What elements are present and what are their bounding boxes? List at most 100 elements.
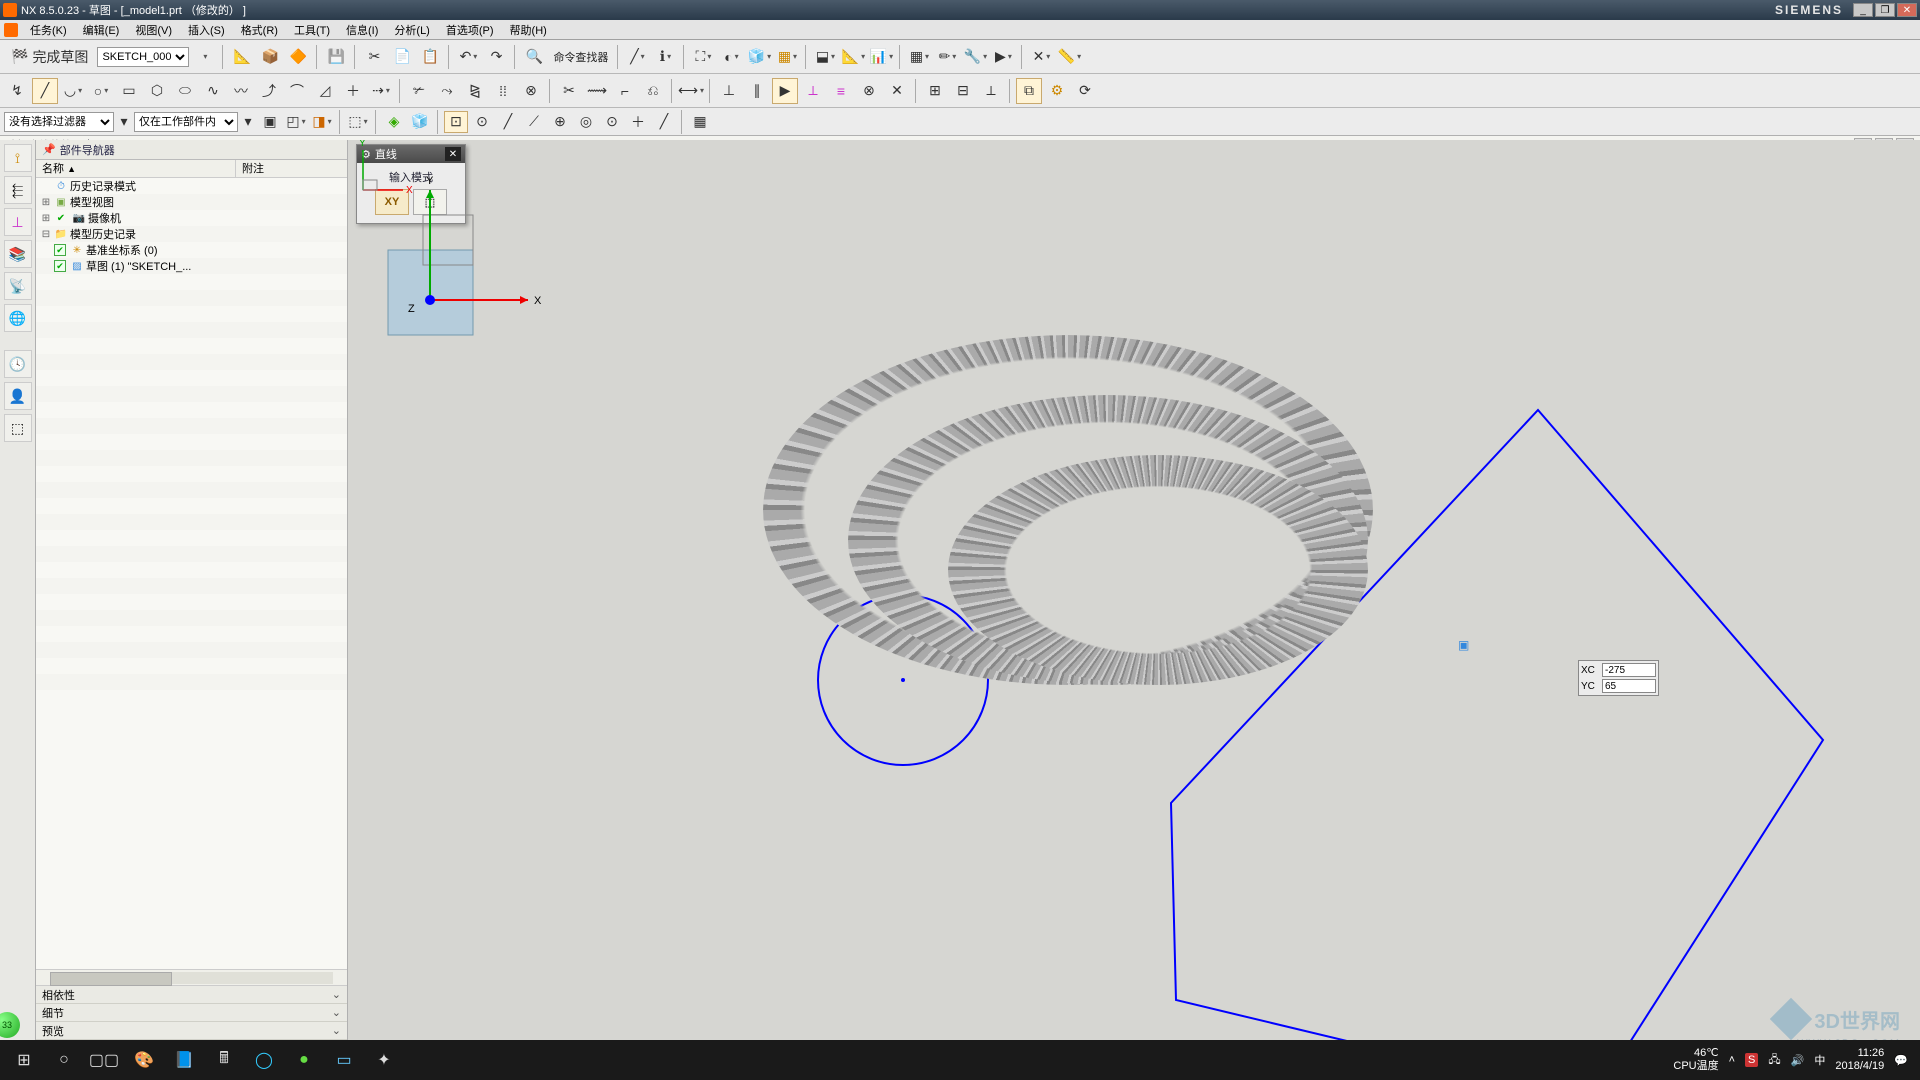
filter-drop-icon[interactable]: ▾ — [116, 111, 132, 133]
chamfer-icon[interactable]: ◿ — [312, 78, 338, 104]
arc-icon[interactable]: ◡▾ — [60, 78, 86, 104]
make-corner-icon[interactable]: ⌐ — [612, 78, 638, 104]
constraint-icon-1[interactable]: ⊥ — [716, 78, 742, 104]
tool-icon-a[interactable]: ✏▾ — [934, 44, 960, 70]
menu-item[interactable]: 编辑(E) — [75, 20, 128, 40]
start-button[interactable]: ⊞ — [4, 1040, 44, 1080]
nav-footer-depend[interactable]: 相依性⌄ — [36, 986, 347, 1004]
play-icon[interactable]: ▶▾ — [990, 44, 1016, 70]
undo-icon[interactable]: ↶▾ — [455, 44, 481, 70]
save-icon[interactable]: 💾 — [323, 44, 349, 70]
nav-footer-preview[interactable]: 预览⌄ — [36, 1022, 347, 1040]
selection-scope-select[interactable]: 仅在工作部件内 — [134, 112, 238, 132]
nav-footer-detail[interactable]: 细节⌄ — [36, 1004, 347, 1022]
menu-item[interactable]: 帮助(H) — [502, 20, 555, 40]
sketch-name-select[interactable]: SKETCH_000 — [97, 47, 189, 67]
selection-filter-select[interactable]: 没有选择过滤器 — [4, 112, 114, 132]
spline-icon[interactable]: ∿ — [200, 78, 226, 104]
snap-icon-9[interactable]: ╱ — [652, 111, 676, 133]
intersect-icon[interactable]: ⊗ — [518, 78, 544, 104]
task-nx-icon[interactable]: ✦ — [364, 1040, 404, 1080]
snap-icon-1[interactable]: ⊡ — [444, 111, 468, 133]
wcs-icon[interactable]: ⬓▾ — [812, 44, 838, 70]
scope-drop-icon[interactable]: ▾ — [240, 111, 256, 133]
constraint-icon-7[interactable]: ⟂ — [978, 78, 1004, 104]
paste-icon[interactable]: 📋 — [417, 44, 443, 70]
ruler-icon[interactable]: 📏▾ — [1056, 44, 1082, 70]
constraint-icon-2[interactable]: ∥ — [744, 78, 770, 104]
task-app-icon[interactable]: ▭ — [324, 1040, 364, 1080]
snap-icon-2[interactable]: ⊙ — [470, 111, 494, 133]
navigator-tree[interactable]: ⏱历史记录模式 ⊞▣模型视图 ⊞✔📷摄像机 ⊟📁模型历史记录 ✔✳基准坐标系 (… — [36, 178, 347, 969]
mirror-icon[interactable]: ⧎ — [462, 78, 488, 104]
fit-icon[interactable]: ⛶▾ — [690, 44, 716, 70]
yc-input[interactable] — [1602, 679, 1656, 693]
col-note[interactable]: 附注 — [236, 160, 347, 177]
cut-icon[interactable]: ✂ — [361, 44, 387, 70]
constraint-icon-4[interactable]: ≡ — [828, 78, 854, 104]
tray-notif-icon[interactable]: 💬 — [1894, 1054, 1908, 1067]
sel-icon-5[interactable]: ◈ — [382, 111, 406, 133]
render-icon[interactable]: 🧊▾ — [746, 44, 772, 70]
view-icon-2[interactable]: 📊▾ — [868, 44, 894, 70]
hide-constraint-icon[interactable]: ⊟ — [950, 78, 976, 104]
menu-item[interactable]: 工具(T) — [286, 20, 338, 40]
res-constraint-icon[interactable]: ⊥ — [4, 208, 32, 236]
menu-item[interactable]: 信息(I) — [338, 20, 386, 40]
line-tool-icon[interactable]: ╱▾ — [624, 44, 650, 70]
extend-icon[interactable]: ⤳ — [434, 78, 460, 104]
sel-icon-3[interactable]: ◨▾ — [310, 111, 334, 133]
coord-input[interactable]: XC YC — [1578, 660, 1659, 696]
task-green-icon[interactable]: ● — [284, 1040, 324, 1080]
constraint-icon-6[interactable]: ✕ — [884, 78, 910, 104]
sel-icon-2[interactable]: ◰▾ — [284, 111, 308, 133]
task-paint-icon[interactable]: 🎨 — [124, 1040, 164, 1080]
taskview-button[interactable]: ▢▢ — [84, 1040, 124, 1080]
ref-icon-1[interactable]: ⧉ — [1016, 78, 1042, 104]
layer-icon[interactable]: ▦▾ — [774, 44, 800, 70]
show-constraint-icon[interactable]: ⊞ — [922, 78, 948, 104]
profile-icon[interactable]: ↯ — [4, 78, 30, 104]
tool-icon-3[interactable]: 🔶 — [285, 44, 311, 70]
res-assy-icon[interactable]: ⬱ — [4, 176, 32, 204]
shade-icon[interactable]: ◐▾ — [718, 44, 744, 70]
tool-icon-2[interactable]: 📦 — [257, 44, 283, 70]
constraint-icon-3[interactable]: ⟂ — [800, 78, 826, 104]
col-name[interactable]: 名称 ▲ — [36, 160, 236, 177]
polygon-icon[interactable]: ⬡ — [144, 78, 170, 104]
minimize-button[interactable]: _ — [1853, 3, 1873, 17]
pin-icon[interactable]: 📌 — [42, 143, 56, 156]
task-calc-icon[interactable]: 🖩 — [204, 1040, 244, 1080]
redo-icon[interactable]: ↷ — [483, 44, 509, 70]
ref-icon-2[interactable]: ⚙ — [1044, 78, 1070, 104]
fit-curve-icon[interactable]: ⤴ — [256, 78, 282, 104]
res-ie-icon[interactable]: 🌐 — [4, 304, 32, 332]
res-roles-icon[interactable]: 👤 — [4, 382, 32, 410]
menu-item[interactable]: 任务(K) — [22, 20, 75, 40]
dim-icon[interactable]: ⟷▾ — [678, 78, 704, 104]
task-note-icon[interactable]: 📘 — [164, 1040, 204, 1080]
constraint-auto-icon[interactable]: ▶ — [772, 78, 798, 104]
sel-icon-6[interactable]: 🧊 — [408, 111, 432, 133]
grid-icon[interactable]: ▦▾ — [906, 44, 932, 70]
menu-item[interactable]: 视图(V) — [127, 20, 180, 40]
restore-button[interactable]: ❐ — [1875, 3, 1895, 17]
res-hd3d-icon[interactable]: 📡 — [4, 272, 32, 300]
offset-icon[interactable]: ⇢▾ — [368, 78, 394, 104]
sel-icon-4[interactable]: ⬚▾ — [346, 111, 370, 133]
tray-up-icon[interactable]: ˄ — [1729, 1054, 1735, 1066]
tool-icon-b[interactable]: 🔧▾ — [962, 44, 988, 70]
trim-icon[interactable]: ✃ — [406, 78, 432, 104]
rect-icon[interactable]: ▭ — [116, 78, 142, 104]
res-reuse-icon[interactable]: 📚 — [4, 240, 32, 268]
xc-input[interactable] — [1602, 663, 1656, 677]
snap-icon-6[interactable]: ◎ — [574, 111, 598, 133]
cmd-finder-icon[interactable]: 🔍 — [521, 44, 547, 70]
graphics-area[interactable]: ⚙ 直线 ✕ 输入模式 XY ⬚ XC — [348, 140, 1920, 1040]
tray-ime-icon[interactable]: S — [1745, 1053, 1758, 1067]
search-button[interactable]: ○ — [44, 1040, 84, 1080]
quick-trim-icon[interactable]: ✂ — [556, 78, 582, 104]
snap-icon-3[interactable]: ╱ — [496, 111, 520, 133]
info-icon[interactable]: ℹ▾ — [652, 44, 678, 70]
point-icon[interactable]: ＋ — [340, 78, 366, 104]
